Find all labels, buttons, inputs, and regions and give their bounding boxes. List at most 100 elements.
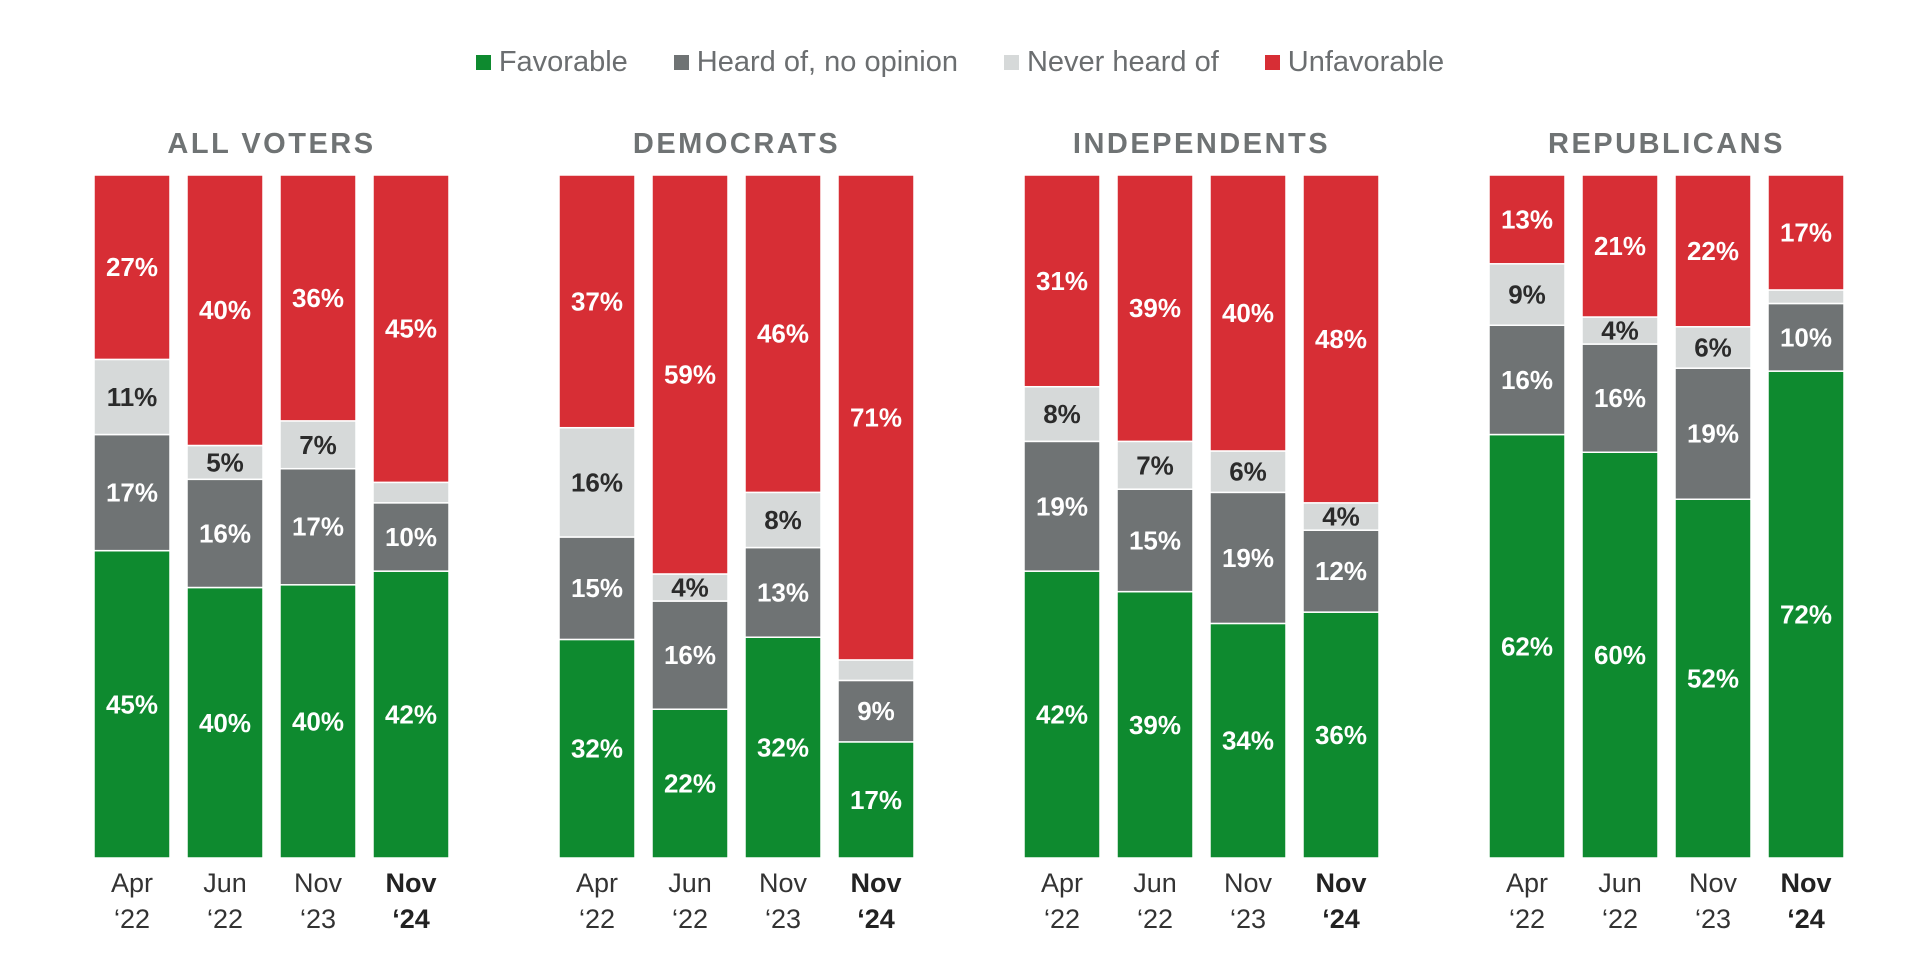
data-label-favorable: 42% [385,700,437,730]
data-label-unfavorable: 31% [1036,266,1088,296]
bar-segment-unfavorable [651,174,729,575]
bar-segment-favorable [837,741,915,859]
data-label-unfavorable: 22% [1687,236,1739,266]
data-label-favorable: 36% [1315,720,1367,750]
bar-segment-favorable [1581,451,1659,859]
data-label-unfavorable: 45% [385,314,437,344]
category-label: Jun [668,868,712,898]
bar-segment-favorable [1209,622,1287,859]
bar-segment-heard-of-no-opinion [93,433,171,552]
legend-swatch-heard-of-no-opinion [673,55,689,70]
data-label-never-heard-of: 4% [1322,502,1360,532]
category-label: ‘24 [857,904,895,934]
bar-segment-unfavorable [279,174,357,422]
bar-segment-unfavorable [1209,174,1287,452]
data-label-favorable: 32% [571,734,623,764]
category-label: Apr [1506,868,1548,898]
category-label: ‘22 [579,904,615,934]
panel-title: ALL VOTERS [167,128,375,160]
category-label: Nov [385,868,436,898]
bar-segment-heard-of-no-opinion [186,478,264,589]
bar-segment-heard-of-no-opinion [651,600,729,710]
bar-segment-unfavorable [372,174,450,484]
bar-segment-favorable [1116,590,1194,859]
bar-segment-never-heard-of [558,426,636,538]
data-label-heard-of-no-opinion: 16% [1501,365,1553,395]
bar-segment-heard-of-no-opinion [1488,324,1566,436]
data-label-never-heard-of: 9% [1508,280,1546,310]
data-label-favorable: 34% [1222,726,1274,756]
bar-segment-never-heard-of [837,659,915,682]
data-label-heard-of-no-opinion: 15% [571,573,623,603]
legend-swatch-unfavorable [1264,55,1280,70]
panel-independents: INDEPENDENTS 42% 19% 8% 31% Apr ‘22 39% 15% 7% 39%… [1023,128,1380,934]
panel-title: DEMOCRATS [633,128,840,160]
bar-segment-heard-of-no-opinion [1767,302,1845,372]
data-label-never-heard-of: 4% [1601,316,1639,346]
bar-segment-unfavorable [837,174,915,661]
category-label: ‘24 [1322,904,1360,934]
data-label-favorable: 40% [292,706,344,736]
bar-segment-heard-of-no-opinion [1209,491,1287,625]
data-label-never-heard-of: 16% [571,467,623,497]
data-label-unfavorable: 13% [1501,204,1553,234]
data-label-favorable: 39% [1129,710,1181,740]
bar-segment-never-heard-of [1767,289,1845,305]
bar-segment-heard-of-no-opinion [837,679,915,743]
bar-segment-never-heard-of [186,444,264,481]
bar-segment-unfavorable [1488,174,1566,265]
category-label: ‘24 [392,904,430,934]
legend-swatch-favorable [475,55,491,70]
bar-segment-favorable [279,584,357,859]
bar-segment-unfavorable [1767,174,1845,291]
data-label-favorable: 42% [1036,700,1088,730]
data-label-favorable: 52% [1687,664,1739,694]
bar-segment-favorable [1302,611,1380,859]
category-label: ‘23 [765,904,801,934]
bar-segment-favorable [93,549,171,859]
data-label-unfavorable: 59% [664,359,716,389]
bar-segment-never-heard-of [1023,385,1101,443]
data-label-unfavorable: 48% [1315,324,1367,354]
bar-segment-unfavorable [558,174,636,429]
panel-title: REPUBLICANS [1548,128,1785,160]
category-label: Nov [1780,868,1831,898]
data-label-favorable: 60% [1594,640,1646,670]
data-label-favorable: 22% [664,769,716,799]
legend-label-heard-of-no-opinion: Heard of, no opinion [696,46,958,78]
data-label-heard-of-no-opinion: 19% [1222,543,1274,573]
data-label-heard-of-no-opinion: 15% [1129,525,1181,555]
data-label-favorable: 72% [1780,600,1832,630]
data-label-never-heard-of: 8% [1043,399,1081,429]
data-label-unfavorable: 36% [292,283,344,313]
data-label-never-heard-of: 6% [1694,332,1732,362]
category-label: Nov [1689,868,1738,898]
category-label: Apr [1041,868,1083,898]
bar-segment-heard-of-no-opinion [1302,529,1380,613]
bar-segment-unfavorable [1023,174,1101,388]
panel-title: INDEPENDENTS [1073,128,1330,160]
bar-segment-never-heard-of [93,358,171,436]
bar-segment-heard-of-no-opinion [372,502,450,572]
bar-segment-favorable [1488,433,1566,859]
data-label-heard-of-no-opinion: 17% [292,512,344,542]
bar-segment-never-heard-of [372,481,450,504]
bar-segment-heard-of-no-opinion [1023,440,1101,572]
category-label: ‘22 [207,904,243,934]
category-label: Nov [850,868,901,898]
category-label: Jun [1598,868,1642,898]
bar-segment-unfavorable [186,174,264,447]
data-label-heard-of-no-opinion: 9% [857,696,895,726]
category-label: ‘23 [1695,904,1731,934]
bar-segment-unfavorable [744,174,822,494]
data-label-heard-of-no-opinion: 13% [757,577,809,607]
category-label: Jun [203,868,247,898]
category-label: ‘23 [300,904,336,934]
category-label: ‘22 [1137,904,1173,934]
bar-segment-favorable [651,708,729,859]
data-label-never-heard-of: 11% [107,382,158,412]
category-label: ‘22 [114,904,150,934]
data-label-unfavorable: 39% [1129,293,1181,323]
data-label-unfavorable: 27% [106,252,158,282]
